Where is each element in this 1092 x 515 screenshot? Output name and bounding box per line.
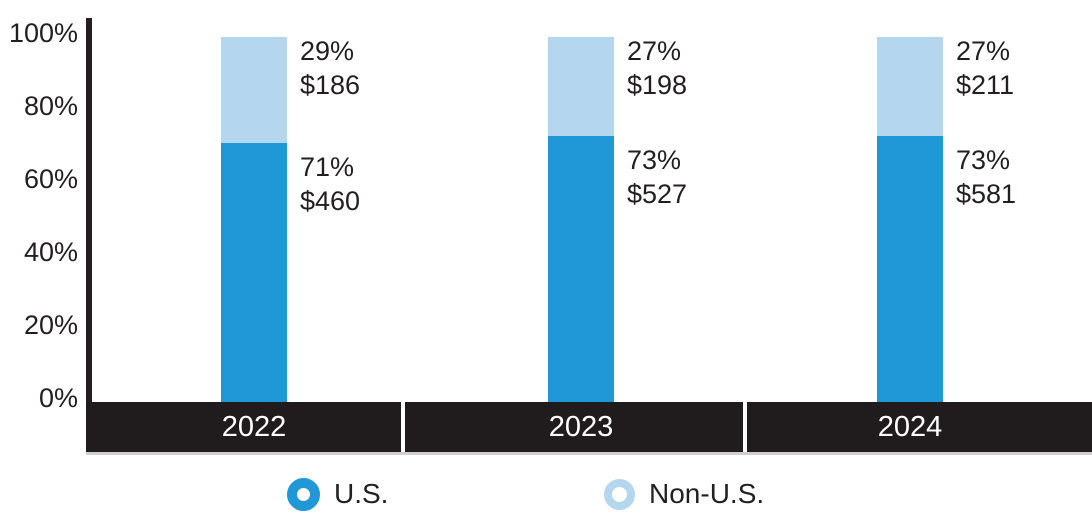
bar-label-us-2024: 73% $581 — [956, 143, 1016, 211]
bar-label-non-us-2024: 27% $211 — [956, 34, 1014, 102]
bar-segment-us-2023 — [548, 136, 614, 402]
legend-item-us: U.S. — [287, 476, 388, 512]
y-axis-tick-label: 100% — [8, 18, 78, 48]
legend-label: Non-U.S. — [649, 478, 765, 509]
legend-label: U.S. — [334, 478, 389, 509]
bar-label-percent: 73% — [627, 145, 682, 175]
y-axis-tick-label: 40% — [23, 237, 78, 267]
bar-label-percent: 73% — [956, 145, 1011, 175]
legend-item-non-us: Non-U.S. — [604, 476, 764, 512]
bar-label-percent: 29% — [300, 36, 355, 66]
y-axis-tick-label: 20% — [23, 310, 78, 340]
bar-label-percent: 27% — [627, 36, 682, 66]
bar-label-percent: 27% — [956, 36, 1011, 66]
us-ring-icon — [287, 477, 320, 511]
bar-label-amount: $186 — [300, 70, 361, 100]
bar-segment-non-us-2024 — [877, 37, 943, 136]
bar-segment-us-2024 — [877, 136, 943, 402]
y-axis-tick-label: 0% — [38, 383, 78, 413]
x-axis-label-2022: 2022 — [221, 411, 287, 443]
bar-label-amount: $198 — [627, 70, 688, 100]
bar-segment-non-us-2022 — [221, 37, 287, 143]
bar-segment-non-us-2023 — [548, 37, 614, 136]
bar-label-us-2022: 71% $460 — [300, 150, 360, 218]
bar-segment-us-2022 — [221, 143, 287, 402]
band-separator — [743, 402, 747, 452]
x-axis-label-2023: 2023 — [548, 411, 614, 443]
bar-label-us-2023: 73% $527 — [627, 143, 687, 211]
x-axis-label-2024: 2024 — [877, 411, 943, 443]
bar-label-amount: $211 — [956, 70, 1015, 100]
bar-label-amount: $460 — [300, 186, 361, 216]
bar-label-non-us-2022: 29% $186 — [300, 34, 360, 102]
x-axis-band — [86, 402, 1092, 455]
y-axis-tick-label: 80% — [23, 91, 78, 121]
band-separator — [401, 402, 405, 452]
bar-label-percent: 71% — [300, 152, 355, 182]
non-us-ring-icon — [604, 478, 635, 510]
bar-label-non-us-2023: 27% $198 — [627, 34, 687, 102]
bar-label-amount: $581 — [956, 179, 1017, 209]
y-axis-line — [86, 18, 92, 402]
y-axis-tick-label: 60% — [23, 164, 78, 194]
bar-label-amount: $527 — [627, 179, 688, 209]
